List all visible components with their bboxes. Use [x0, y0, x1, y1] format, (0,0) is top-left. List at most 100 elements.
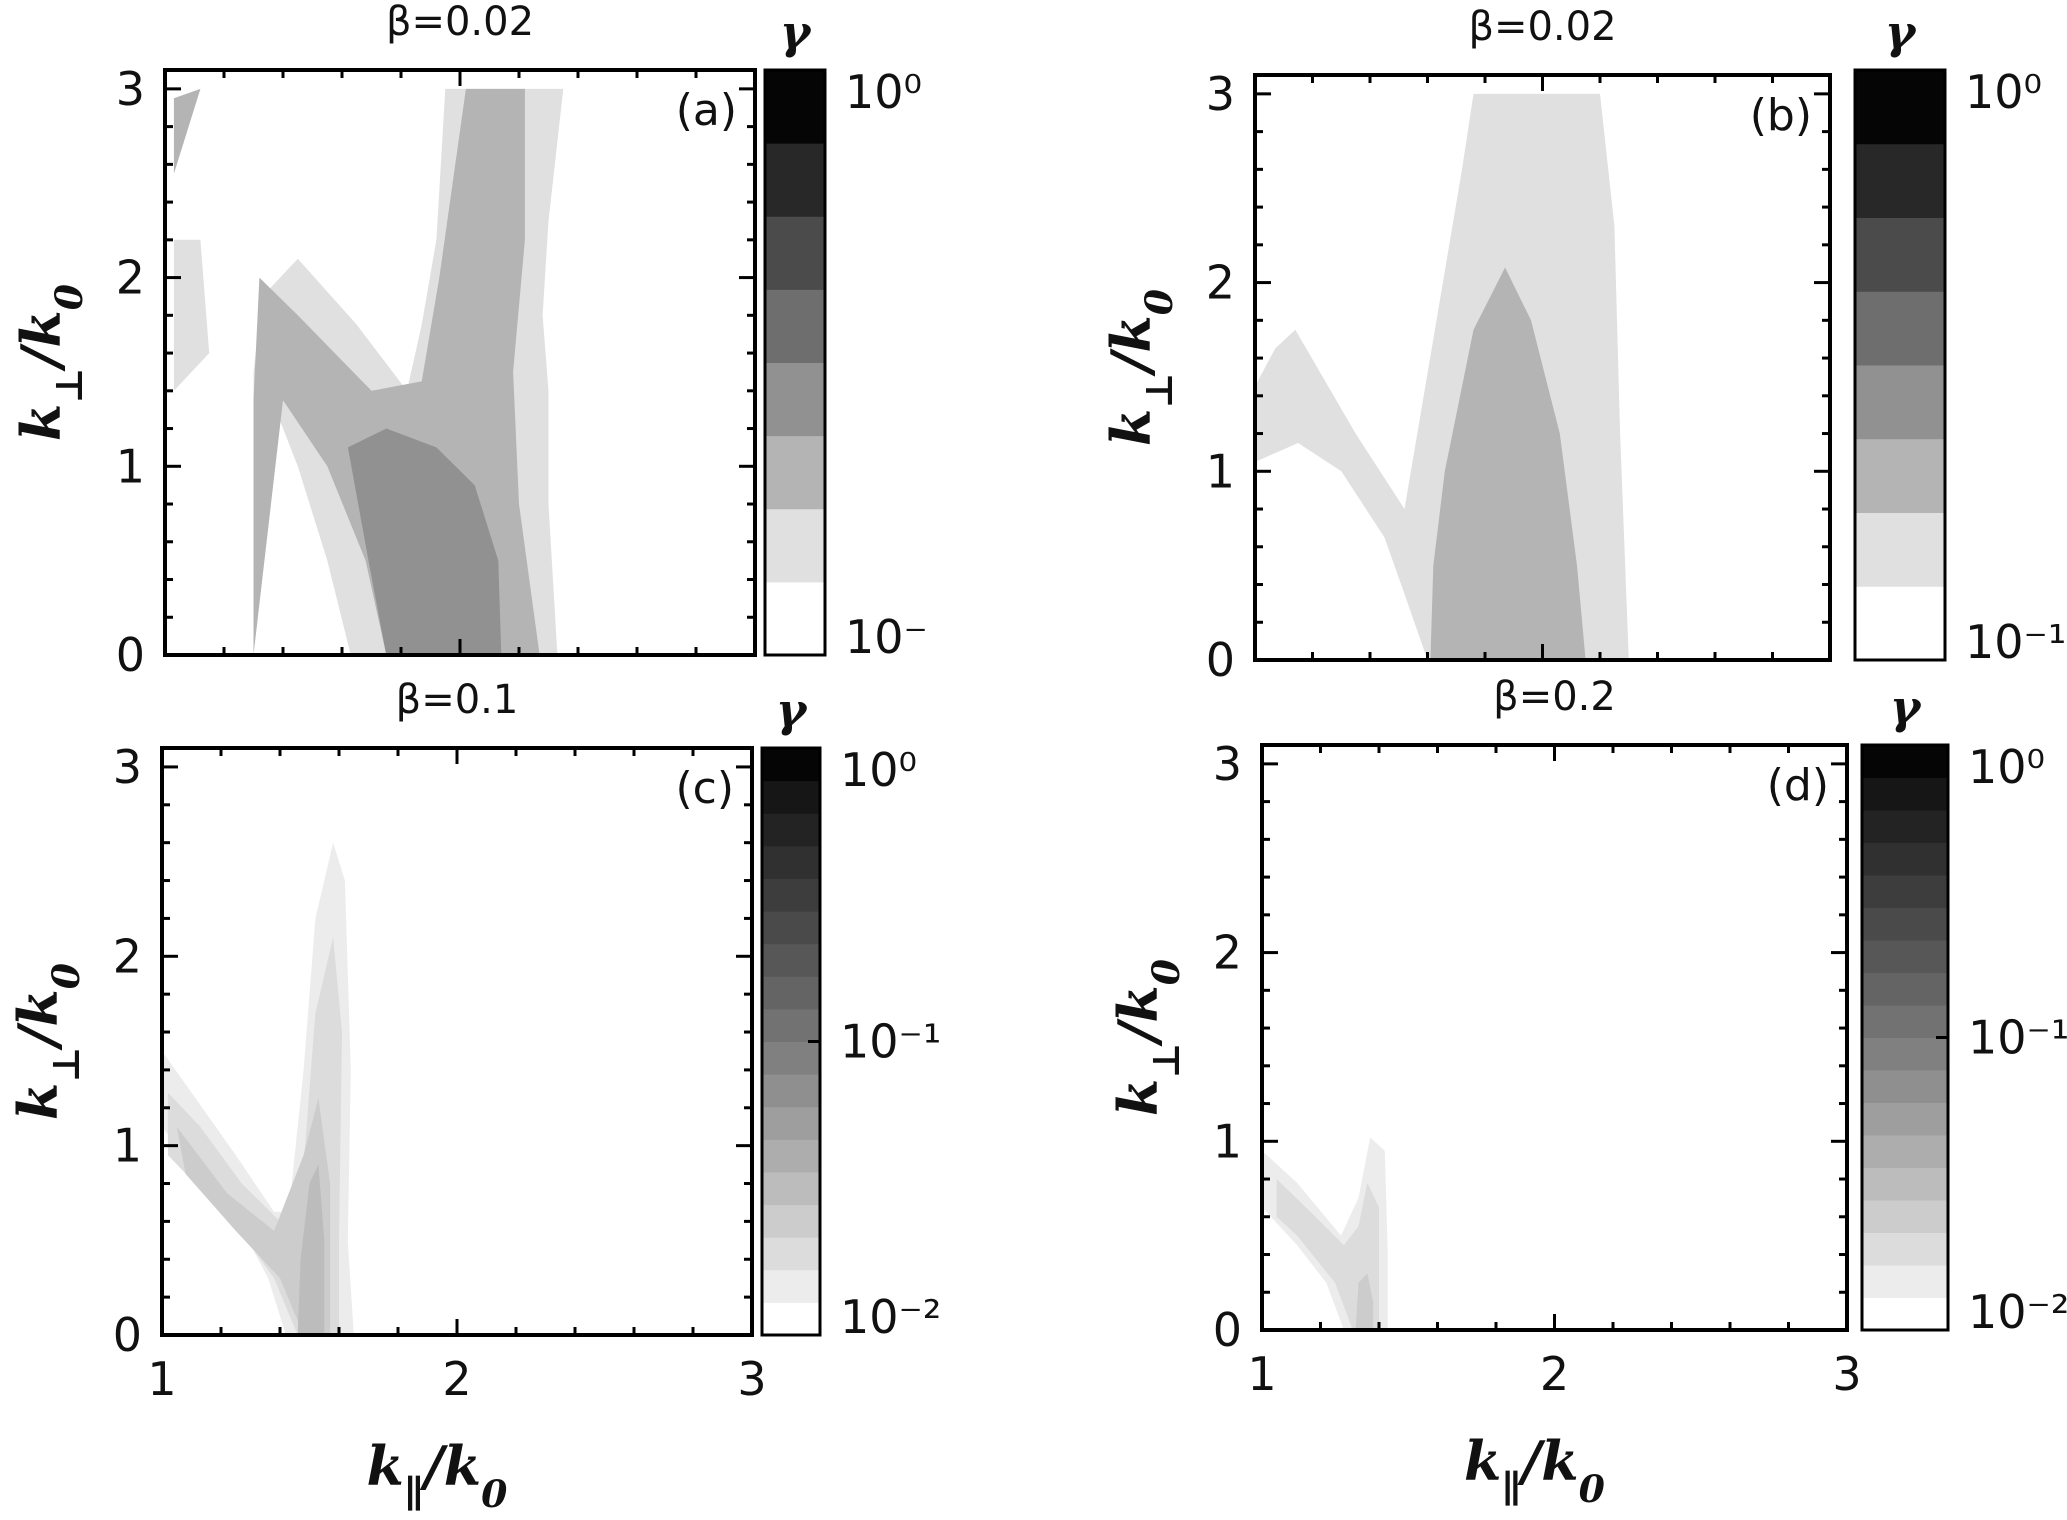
- x-tick-label: 3: [1832, 1347, 1861, 1401]
- colorbar-label: γ: [1890, 680, 1923, 734]
- colorbar-swatch: [1862, 940, 1948, 973]
- colorbar-tick-label: 10⁻¹: [840, 1015, 941, 1069]
- colorbar-swatch: [765, 508, 825, 583]
- colorbar-swatch: [1862, 842, 1948, 876]
- y-axis-label: k⊥/k0: [9, 284, 91, 441]
- colorbar: 10⁰ 10⁻ γ: [763, 5, 928, 664]
- y-tick-label: 3: [1213, 737, 1242, 791]
- colorbar-swatch: [762, 976, 820, 1010]
- panel-b: 0 1 2 3 (b) β=0.02 k⊥/k0 10⁰ 10⁻¹ γ: [1099, 4, 2066, 687]
- y-tick-label: 3: [116, 62, 145, 116]
- y-tick-label: 1: [1213, 1114, 1242, 1168]
- y-tick-label: 1: [116, 439, 145, 493]
- colorbar: 10⁰ 10⁻¹ γ: [1853, 5, 2066, 669]
- y-tick-label: 0: [113, 1308, 142, 1362]
- colorbar-tick-label: 10⁻: [845, 610, 928, 664]
- colorbar-swatch: [1862, 972, 1948, 1006]
- colorbar-swatch: [1862, 777, 1948, 811]
- y-tick-label: 3: [1206, 67, 1235, 121]
- x-tick-label: 1: [147, 1352, 176, 1406]
- colorbar: 10⁰ 10⁻¹ 10⁻² γ: [760, 683, 941, 1344]
- colorbar-swatch: [1855, 291, 1945, 366]
- y-tick-label: 3: [113, 740, 142, 794]
- colorbar-swatch: [1855, 365, 1945, 440]
- colorbar-swatch: [1862, 1265, 1948, 1298]
- panel-title: β=0.2: [1493, 674, 1616, 720]
- x-tick-label: 2: [442, 1352, 471, 1406]
- colorbar-swatch: [762, 1204, 820, 1238]
- colorbar-swatch: [1855, 586, 1945, 661]
- colorbar-swatch: [1862, 745, 1948, 778]
- contour-region-level-4: [297, 1164, 325, 1335]
- panel-label: (a): [676, 85, 737, 136]
- x-axis-label: k∥/k0: [1464, 1429, 1605, 1511]
- colorbar-swatch: [765, 581, 825, 656]
- y-tick-label: 2: [1206, 256, 1235, 310]
- colorbar-swatch: [765, 362, 825, 437]
- panel-title: β=0.02: [1468, 4, 1616, 50]
- colorbar-label: γ: [780, 5, 813, 59]
- contour-region-level-2: [1430, 267, 1586, 660]
- colorbar-label: γ: [1885, 5, 1918, 59]
- colorbar-frame: [763, 68, 827, 657]
- x-tick-label: 3: [737, 1352, 766, 1406]
- contour-region-level-2: [173, 88, 201, 174]
- colorbar-swatch: [1862, 1135, 1948, 1168]
- colorbar-swatch: [1862, 810, 1948, 843]
- colorbar-swatch: [1862, 907, 1948, 941]
- colorbar-swatch: [762, 813, 820, 847]
- colorbar-swatch: [765, 435, 825, 510]
- colorbar-swatch: [1862, 1232, 1948, 1266]
- plot-area: [162, 748, 752, 1335]
- colorbar-tick-label: 10⁰: [840, 743, 917, 797]
- colorbar: 10⁰ 10⁻¹ 10⁻² γ: [1860, 680, 2067, 1339]
- colorbar-swatch: [1862, 1037, 1948, 1071]
- panel-label: (d): [1767, 760, 1829, 811]
- x-tick-label: 2: [1540, 1347, 1569, 1401]
- colorbar-swatch: [762, 1171, 820, 1206]
- contour-region-level-3: [347, 428, 502, 655]
- colorbar-swatch: [762, 1237, 820, 1271]
- x-axis-label: k∥/k0: [367, 1434, 508, 1516]
- contour-region-level-1: [173, 239, 210, 391]
- colorbar-tick-label: 10⁰: [1965, 65, 2042, 119]
- y-tick-label: 0: [116, 628, 145, 682]
- colorbar-tick-label: 10⁻²: [840, 1290, 941, 1344]
- colorbar-swatch: [762, 1041, 820, 1075]
- contour-regions: [162, 842, 354, 1335]
- colorbar-swatch: [765, 216, 825, 290]
- contour-regions: [1255, 93, 1629, 660]
- panel-title: β=0.02: [386, 0, 534, 45]
- y-tick-label: 2: [116, 251, 145, 305]
- colorbar-swatch: [1862, 1005, 1948, 1038]
- colorbar-swatch: [762, 878, 820, 912]
- colorbar-swatch: [1855, 143, 1945, 218]
- colorbar-swatch: [762, 845, 820, 879]
- colorbar-swatch: [1855, 512, 1945, 587]
- colorbar-swatch: [765, 289, 825, 363]
- x-tick-label: 1: [1247, 1347, 1276, 1401]
- colorbar-swatch: [762, 780, 820, 814]
- contour-regions: [173, 88, 564, 655]
- colorbar-swatch: [1862, 1297, 1948, 1331]
- panel-a: 0 1 2 3 (a) β=0.02 k⊥/k0 10⁰ 10⁻ γ: [9, 0, 928, 682]
- y-tick-label: 0: [1206, 633, 1235, 687]
- colorbar-frame: [1853, 68, 1947, 662]
- colorbar-swatch: [1855, 438, 1945, 513]
- colorbar-swatch: [765, 143, 825, 217]
- colorbar-swatch: [1862, 1102, 1948, 1136]
- colorbar-swatch: [762, 1139, 820, 1173]
- colorbar-label: γ: [776, 683, 809, 737]
- colorbar-swatch: [762, 1302, 820, 1336]
- y-axis-label: k⊥/k0: [1106, 959, 1188, 1116]
- colorbar-swatch: [762, 748, 820, 782]
- colorbar-swatch: [762, 1269, 820, 1303]
- colorbar-swatch: [1862, 1167, 1948, 1201]
- colorbar-swatch: [1862, 875, 1948, 908]
- colorbar-swatch: [762, 943, 820, 977]
- colorbar-tick-label: 10⁰: [1968, 740, 2045, 794]
- contour-region-level-3: [1355, 1273, 1374, 1330]
